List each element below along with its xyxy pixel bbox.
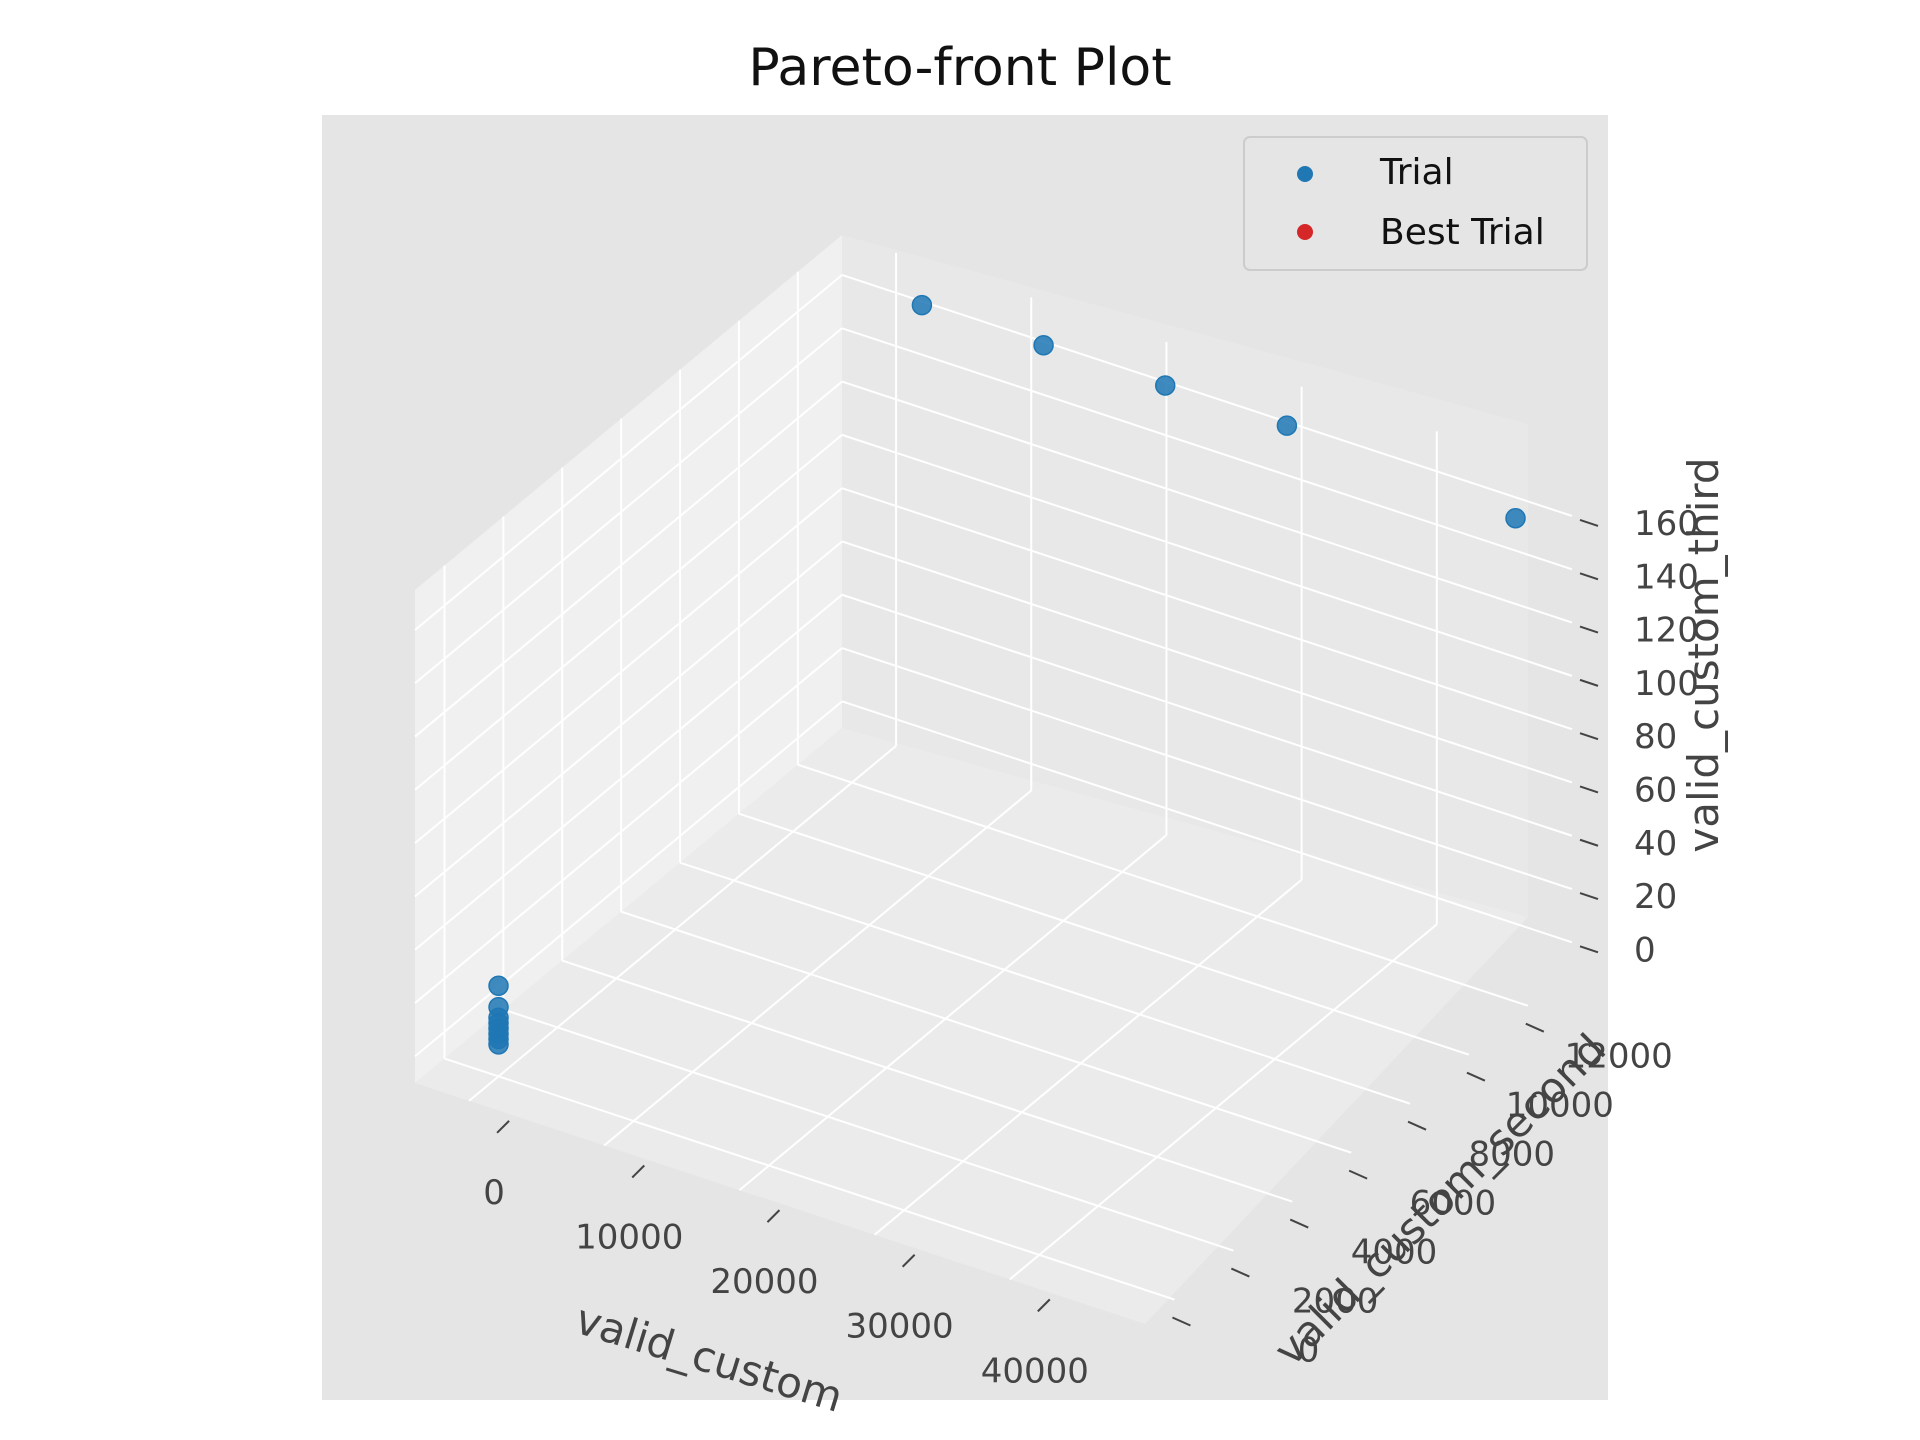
z-grid-side — [414, 380, 843, 738]
x-grid-floor — [1009, 923, 1438, 1281]
z-tick — [1579, 572, 1599, 581]
z-tick-label: 100 — [1634, 664, 1699, 704]
y-tick — [1172, 1316, 1191, 1327]
z-grid-back — [841, 700, 1573, 944]
z-grid-side — [414, 700, 843, 1058]
z-tick — [1579, 519, 1599, 527]
tick-labels: 0 10000 20000 30000 40000 0 2000 4000 6000 8000 10… — [483, 504, 1699, 1391]
x-grid-floor — [873, 878, 1303, 1236]
x-tick — [901, 1254, 916, 1268]
legend-box — [1243, 136, 1588, 271]
x-tick-label: 10000 — [575, 1217, 683, 1257]
z-tick-label: 140 — [1634, 557, 1699, 597]
z-grid-back — [841, 380, 1573, 624]
z-tick — [1579, 785, 1599, 794]
z-grid-side — [414, 540, 843, 898]
legend: Trial Best Trial — [1243, 136, 1588, 271]
z-tick — [1579, 678, 1599, 687]
x-grid-floor — [468, 745, 897, 1102]
data-point — [911, 294, 933, 316]
y-tick — [1348, 1169, 1368, 1180]
z-grid-back — [841, 327, 1573, 571]
x-grid-floor — [603, 789, 1032, 1147]
y-tick-label: 0 — [1298, 1331, 1320, 1371]
y-tick-label: 2000 — [1292, 1282, 1379, 1322]
y-grid-floor — [797, 763, 1529, 1007]
z-grid-back — [841, 433, 1573, 677]
y-grid-floor — [679, 861, 1411, 1105]
z-tick — [1579, 892, 1599, 901]
x-tick-label: 40000 — [981, 1351, 1089, 1391]
side-pane — [415, 235, 842, 1083]
y-tick-label: 6000 — [1410, 1184, 1497, 1224]
x-tick-label: 20000 — [710, 1262, 818, 1302]
z-grid-side — [414, 274, 843, 631]
z-grid-back — [841, 487, 1573, 731]
z-tick-label: 20 — [1634, 877, 1677, 917]
data-points — [488, 294, 1526, 1055]
y-tick — [1466, 1071, 1486, 1082]
z-grid-side — [414, 327, 843, 685]
axis-panes — [415, 235, 1528, 1324]
z-grid-side — [414, 487, 843, 844]
z-axis-label: valid_custom_third — [1679, 457, 1728, 852]
x-grid-floor — [738, 834, 1168, 1191]
z-tick — [1579, 625, 1599, 634]
data-point — [1505, 507, 1526, 529]
x-tick-label: 0 — [483, 1173, 505, 1213]
y-grid-floor — [561, 959, 1293, 1203]
y-tick-label: 12000 — [1565, 1037, 1673, 1077]
x-tick — [496, 1120, 510, 1134]
back-pane — [842, 235, 1528, 917]
floor-pane — [415, 728, 1528, 1324]
data-point — [1154, 375, 1176, 396]
chart-title: Pareto-front Plot — [748, 38, 1172, 98]
x-tick — [631, 1164, 645, 1179]
z-grid-side — [414, 593, 843, 951]
z-tick-label: 0 — [1634, 930, 1656, 970]
z-grid-back — [841, 540, 1573, 784]
grid-lines — [414, 252, 1573, 1301]
x-tick-label: 30000 — [846, 1307, 954, 1347]
z-tick-label: 160 — [1634, 504, 1699, 544]
x-tick — [766, 1209, 781, 1223]
z-grid-side — [414, 647, 843, 1004]
z-grid-back — [841, 647, 1573, 891]
y-grid-floor — [444, 1057, 1175, 1301]
y-tick — [1230, 1267, 1250, 1278]
x-tick — [1037, 1298, 1051, 1313]
data-point — [1276, 415, 1298, 436]
data-point — [488, 996, 509, 1018]
y-grid-floor — [620, 910, 1352, 1154]
y-tick — [1289, 1218, 1309, 1229]
legend-label-best-trial: Best Trial — [1380, 212, 1545, 253]
y-grid-floor — [503, 1008, 1234, 1252]
z-tick-label: 60 — [1634, 770, 1677, 810]
z-grid-back — [841, 274, 1573, 517]
y-grid-floor — [738, 812, 1470, 1056]
y-tick-label: 10000 — [1506, 1086, 1614, 1126]
legend-marker-best-trial — [1297, 224, 1313, 240]
data-point — [488, 975, 509, 997]
z-tick — [1579, 838, 1599, 847]
z-tick — [1579, 945, 1599, 954]
z-tick-label: 40 — [1634, 824, 1677, 864]
legend-marker-trial — [1297, 166, 1313, 182]
z-tick-label: 80 — [1634, 717, 1677, 757]
z-grid-side — [414, 434, 843, 791]
tick-marks — [496, 519, 1599, 1327]
z-grid-back — [841, 593, 1573, 837]
y-tick-label: 4000 — [1351, 1233, 1438, 1273]
z-tick-label: 120 — [1634, 611, 1699, 651]
data-point — [1033, 335, 1054, 356]
y-tick — [1407, 1120, 1427, 1131]
legend-label-trial: Trial — [1379, 152, 1454, 193]
z-tick — [1579, 732, 1599, 741]
y-tick-label: 8000 — [1469, 1135, 1556, 1175]
y-tick — [1525, 1022, 1545, 1033]
